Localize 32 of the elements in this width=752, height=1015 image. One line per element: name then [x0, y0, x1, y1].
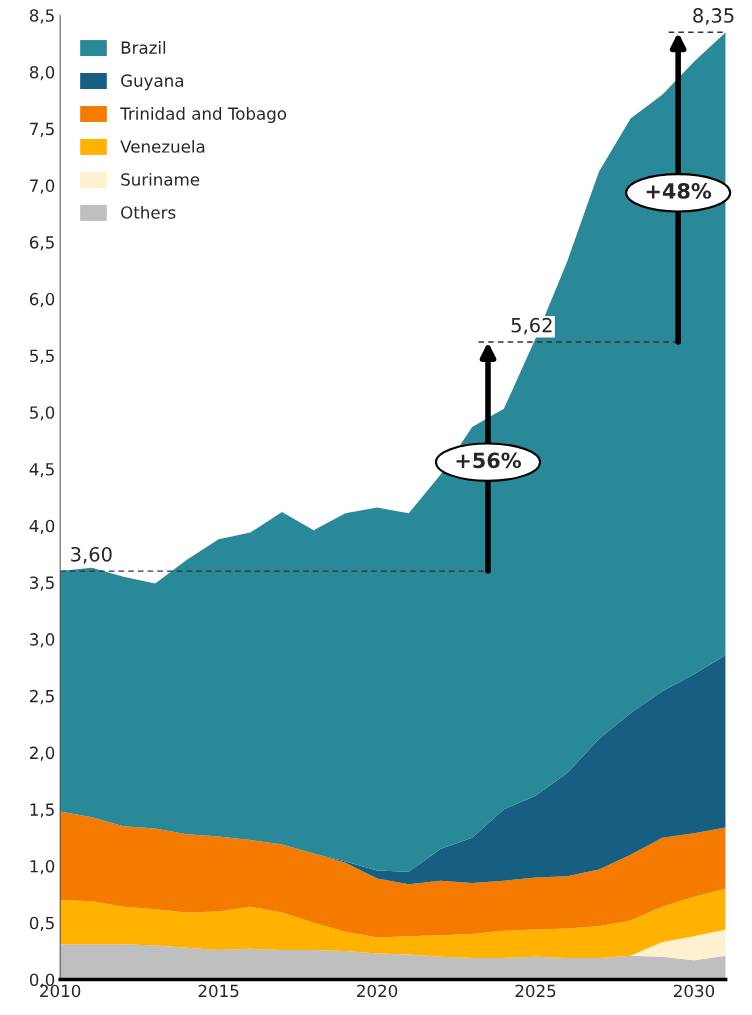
legend-label: Brazil — [121, 41, 166, 54]
annotation: 8,35 — [693, 8, 734, 25]
x-tick-label: 2030 — [674, 984, 715, 998]
annotation: +56% — [456, 452, 521, 469]
annotation: 5,62 — [511, 317, 552, 335]
y-tick-label: 8,5 — [29, 9, 54, 24]
y-tick-label: 3,5 — [30, 576, 54, 591]
y-tick-label: 1,5 — [30, 803, 54, 818]
legend-label: Suriname — [121, 172, 200, 186]
legend-label: Trinidad and Tobago — [120, 106, 287, 124]
annotation: 3,60 — [71, 546, 112, 564]
y-tick-label: 1,0 — [30, 860, 55, 875]
y-tick-label: 7,5 — [30, 122, 54, 137]
y-tick-label: 6,5 — [29, 236, 54, 251]
y-tick-label: 7,0 — [30, 179, 55, 194]
legend-label: Others — [121, 205, 176, 219]
x-tick-label: 2020 — [357, 984, 398, 998]
y-tick-label: 5,0 — [30, 406, 55, 421]
y-tick-label: 4,5 — [29, 463, 54, 478]
x-tick-label: 2025 — [515, 984, 556, 998]
y-tick-label: 3,0 — [30, 633, 55, 648]
y-tick-label: 2,5 — [30, 689, 54, 705]
legend-label: Guyana — [121, 74, 183, 91]
y-tick-label: 2,0 — [30, 746, 55, 761]
y-tick-label: 0,5 — [29, 916, 54, 932]
legend-label: Venezuela — [120, 139, 205, 153]
y-tick-label: 8,0 — [29, 65, 55, 81]
y-tick-label: 6,0 — [29, 292, 55, 308]
annotation: +48% — [646, 183, 712, 199]
x-tick-label: 2015 — [198, 984, 239, 998]
y-tick-label: 5,5 — [30, 349, 54, 364]
y-tick-label: 4,0 — [29, 519, 55, 534]
